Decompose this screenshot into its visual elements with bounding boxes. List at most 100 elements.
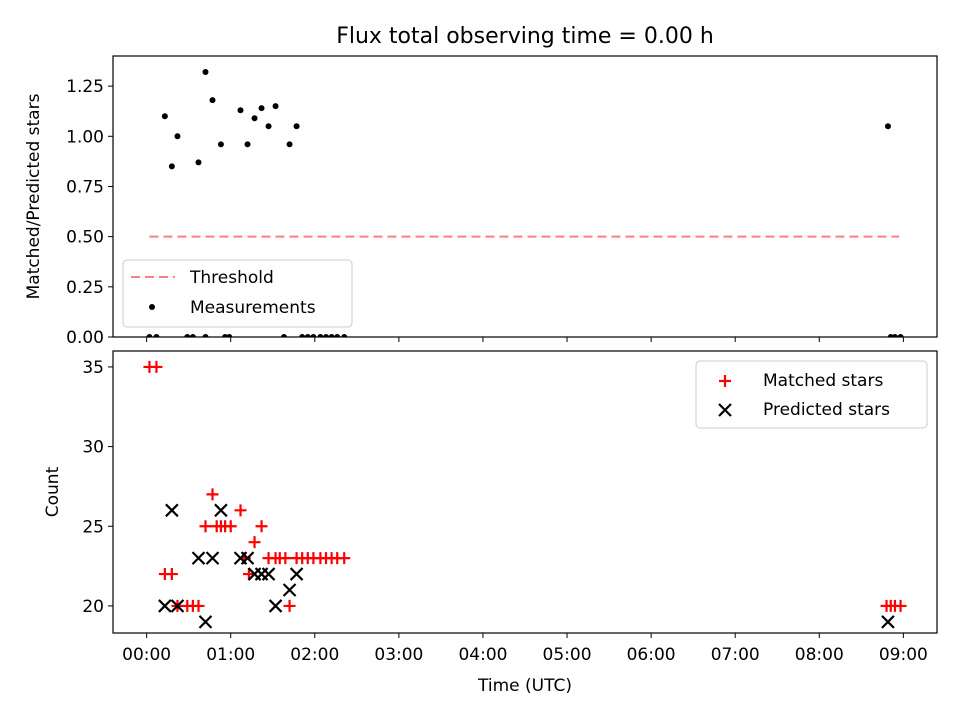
- measurement-point: [189, 334, 196, 337]
- measurement-point: [217, 141, 224, 148]
- y-axis-label: Count: [43, 466, 63, 517]
- matched-star-point: [255, 520, 268, 533]
- legend-matched-swatch: [719, 375, 731, 387]
- predicted-star-point: [191, 551, 206, 565]
- y-tick-label: 1.25: [66, 77, 104, 97]
- matched-star-point: [283, 599, 296, 612]
- y-tick-label: 0.75: [66, 177, 104, 197]
- x-tick-label: 07:00: [711, 645, 760, 665]
- x-tick-label: 04:00: [458, 645, 507, 665]
- matched-star-point: [279, 552, 292, 565]
- measurement-point: [184, 334, 191, 337]
- axes-frame: [112, 350, 938, 634]
- predicted-star-point: [165, 503, 179, 518]
- y-tick-label: 25: [82, 517, 104, 537]
- predicted-star-point: [289, 567, 304, 581]
- legend-matched-label: Matched stars: [763, 371, 883, 391]
- measurement-point: [161, 113, 168, 120]
- measurement-point: [251, 115, 258, 122]
- measurement-point: [299, 334, 306, 337]
- measurement-point: [334, 334, 341, 337]
- measurement-point: [328, 334, 335, 337]
- x-tick-label: 00:00: [122, 645, 171, 665]
- measurement-point: [202, 334, 209, 337]
- predicted-star-point: [205, 551, 220, 565]
- measurement-point: [341, 334, 348, 337]
- measurement-point: [174, 133, 181, 140]
- predicted-star-point: [881, 615, 895, 629]
- predicted-star-point: [170, 599, 185, 613]
- measurement-point: [310, 334, 317, 337]
- measurement-point: [323, 334, 330, 337]
- measurement-point: [237, 107, 244, 114]
- predicted-star-point: [158, 599, 172, 613]
- matched-star-point: [199, 520, 212, 533]
- measurement-point: [202, 69, 209, 76]
- matched-star-point: [224, 520, 237, 533]
- measurement-point: [265, 123, 272, 130]
- measurement-point: [304, 334, 311, 337]
- x-tick-label: 05:00: [543, 645, 592, 665]
- y-tick-label: 0.25: [66, 278, 104, 298]
- plot-area: [143, 360, 907, 629]
- predicted-star-point: [240, 551, 255, 565]
- legend-box: [695, 360, 928, 429]
- measurement-point: [153, 334, 160, 337]
- measurement-point: [195, 159, 202, 166]
- predicted-star-point: [214, 503, 228, 518]
- matched-star-point: [192, 599, 205, 612]
- matched-star-point: [150, 360, 163, 373]
- count-panel: 00:00 01:00 02:00 03:00 04:00 05:00 06:00 07:00…: [43, 350, 938, 696]
- ratio-panel: 0.00 0.25 0.50 0.75 1.00 1.25 Matched/Predicte…: [24, 55, 938, 348]
- matched-star-point: [234, 504, 247, 517]
- predicted-star-point: [268, 599, 283, 613]
- x-tick-label: 06:00: [627, 645, 676, 665]
- measurement-point: [244, 141, 251, 148]
- measurement-point: [226, 334, 233, 337]
- y-tick-label: 0.00: [66, 328, 104, 348]
- measurement-point: [146, 334, 153, 337]
- measurement-point: [280, 334, 287, 337]
- x-tick-label: 01:00: [206, 645, 255, 665]
- x-axis-label: Time (UTC): [477, 676, 572, 696]
- legend-threshold-label: Threshold: [189, 268, 274, 288]
- y-tick-label: 20: [82, 597, 104, 617]
- x-tick-label: 08:00: [795, 645, 844, 665]
- y-tick-label: 1.00: [66, 127, 104, 147]
- measurement-point: [293, 123, 300, 130]
- legend: Threshold Measurements: [122, 259, 353, 328]
- predicted-star-point: [198, 615, 213, 629]
- x-tick-label: 03:00: [374, 645, 423, 665]
- x-tick-label: 02:00: [290, 645, 339, 665]
- matched-star-point: [248, 536, 261, 549]
- measurement-point: [168, 163, 175, 170]
- matched-star-point: [165, 568, 178, 581]
- measurement-point: [272, 103, 279, 110]
- matched-star-point: [338, 552, 351, 565]
- y-tick-label: 0.50: [66, 228, 104, 248]
- y-tick-label: 30: [82, 438, 104, 458]
- measurement-point: [209, 97, 216, 104]
- measurement-point: [891, 334, 898, 337]
- legend-box: [122, 259, 353, 328]
- measurement-point: [897, 334, 904, 337]
- legend-measurement-label: Measurements: [190, 298, 316, 318]
- measurement-point: [317, 334, 324, 337]
- measurement-point: [286, 141, 293, 148]
- x-tick-label: 09:00: [879, 645, 928, 665]
- predicted-star-point: [282, 583, 297, 597]
- legend-predicted-swatch: [718, 403, 732, 417]
- y-tick-label: 35: [82, 358, 104, 378]
- axes-frame: [112, 55, 938, 338]
- legend-measurement-swatch: [149, 304, 155, 310]
- plot-area: [146, 69, 904, 337]
- legend: Matched stars Predicted stars: [695, 360, 928, 429]
- legend-predicted-label: Predicted stars: [763, 400, 890, 420]
- y-axis-label: Matched/Predicted stars: [24, 93, 44, 299]
- predicted-star-point: [261, 567, 276, 581]
- matched-star-point: [894, 599, 907, 612]
- matched-star-point: [242, 568, 255, 581]
- matched-star-point: [206, 488, 219, 501]
- measurement-point: [884, 123, 891, 130]
